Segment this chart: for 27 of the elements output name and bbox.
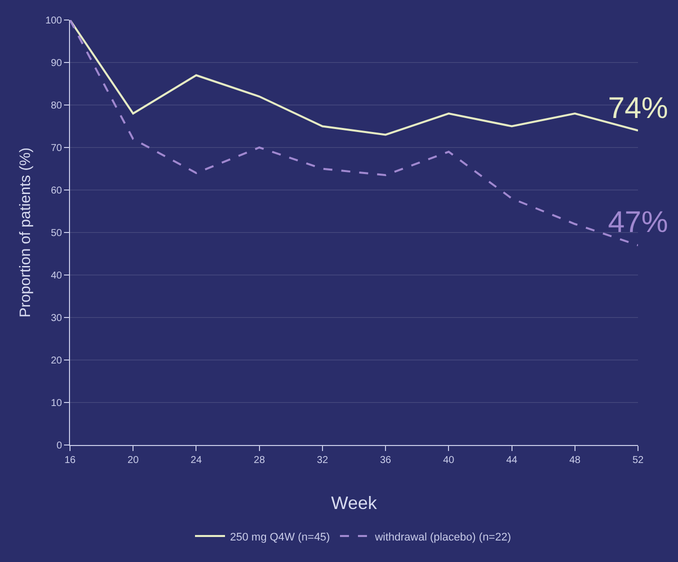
x-tick-label: 40 (443, 455, 455, 466)
x-tick-label: 28 (254, 455, 266, 466)
y-tick-label: 0 (56, 440, 62, 452)
y-tick-label: 100 (45, 16, 62, 26)
legend-label: withdrawal (placebo) (n=22) (374, 531, 512, 544)
x-tick-label: 32 (316, 455, 328, 466)
y-tick-label: 30 (50, 313, 62, 324)
y-tick-label: 40 (50, 270, 62, 282)
y-tick-label: 70 (50, 143, 62, 154)
x-tick-label: 44 (506, 455, 518, 466)
x-tick-label: 20 (128, 455, 140, 466)
x-tick-label: 24 (190, 455, 202, 466)
x-tick-label: 48 (569, 455, 581, 466)
annotation: 47% (608, 206, 668, 239)
y-tick-label: 10 (50, 398, 62, 409)
x-tick-label: 36 (380, 455, 392, 466)
y-tick-label: 80 (50, 100, 62, 112)
annotation: 74% (608, 92, 668, 125)
y-tick-label: 90 (50, 58, 62, 69)
y-tick-label: 50 (50, 228, 62, 239)
legend-label: 250 mg Q4W (n=45) (230, 531, 330, 544)
y-axis-title: Proportion of patients (%) (17, 147, 34, 318)
x-tick-label: 16 (64, 455, 76, 466)
x-axis-title: Week (331, 493, 378, 513)
y-tick-label: 20 (50, 356, 62, 366)
y-tick-label: 60 (50, 186, 62, 196)
x-tick-label: 52 (632, 455, 644, 466)
